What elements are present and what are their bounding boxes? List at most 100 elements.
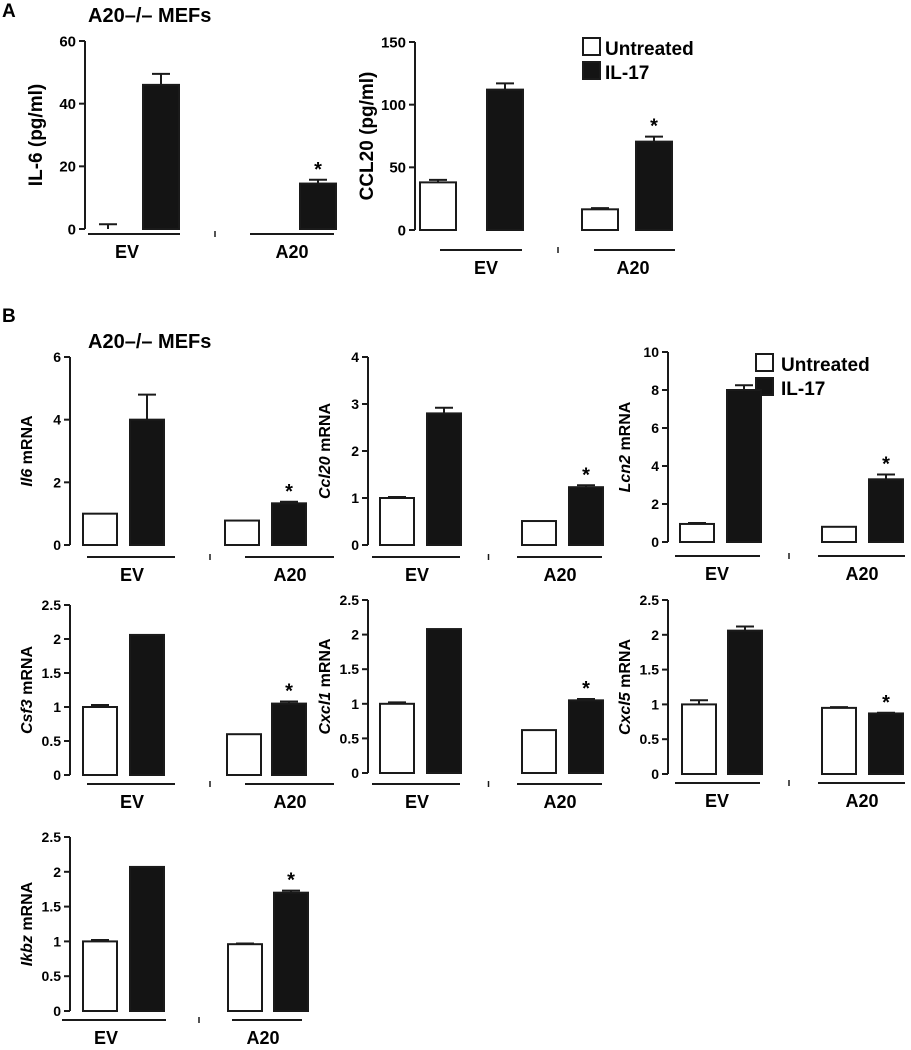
y-axis-label-unit: mRNA — [317, 638, 334, 692]
bar-il17 — [271, 502, 307, 546]
legend-swatch-il17 — [582, 61, 601, 80]
y-tick-label: 2 — [53, 631, 61, 647]
y-tick-label: 1.5 — [640, 662, 660, 678]
y-tick-label: 0.5 — [340, 730, 360, 746]
chart-4: 0 1 2 3 4 Ccl20 mRNA EV A20 * — [317, 349, 604, 585]
category-label: EV — [474, 258, 498, 278]
y-tick-label: 50 — [389, 160, 406, 177]
y-axis-label-unit: mRNA — [19, 646, 36, 700]
y-axis-label: Cxcl5 mRNA — [617, 639, 634, 735]
y-tick-label: 0.5 — [42, 968, 62, 984]
category-label: A20 — [273, 565, 306, 585]
y-tick-label: 0 — [53, 1003, 61, 1019]
y-tick-label: 2 — [351, 443, 359, 459]
y-tick-label: 60 — [59, 33, 76, 50]
y-axis-label: Cxcl1 mRNA — [317, 638, 334, 734]
y-tick-label: 1 — [53, 933, 61, 949]
y-tick-label: 6 — [651, 420, 659, 436]
bar-untreated — [224, 519, 260, 546]
category-label: A20 — [275, 242, 308, 262]
bar-untreated — [521, 729, 557, 775]
chart-5: 0 2 4 6 8 10 Lcn2 mRNA EV A20 * — [617, 344, 905, 584]
panel-a-title: A20–/– MEFs — [88, 5, 211, 27]
y-tick-label: 1 — [351, 696, 359, 712]
y-axis-label-unit: mRNA — [317, 403, 334, 457]
y-tick-label: 6 — [53, 349, 61, 365]
bar-untreated — [379, 702, 415, 774]
y-axis-label: CCL20 (pg/ml) — [357, 72, 378, 201]
y-axis-label-unit: mRNA — [617, 639, 634, 693]
bar-untreated — [821, 706, 857, 776]
y-tick-label: 8 — [651, 382, 659, 398]
y-axis-label-gene: Il6 — [19, 469, 36, 487]
significance-star: * — [582, 464, 590, 486]
category-label: EV — [405, 792, 429, 812]
y-tick-label: 0.5 — [42, 733, 62, 749]
y-tick-label: 0 — [53, 767, 61, 783]
panel-b-letter: B — [2, 306, 16, 327]
legend-label-il17: IL-17 — [605, 63, 649, 84]
y-tick-label: 100 — [381, 97, 406, 114]
bar-untreated — [821, 525, 857, 543]
category-label: A20 — [845, 564, 878, 584]
bar-il17 — [299, 182, 337, 230]
y-tick-label: 4 — [53, 412, 61, 428]
category-label: EV — [94, 1028, 118, 1048]
y-tick-label: 0 — [651, 766, 659, 782]
y-tick-label: 0 — [651, 534, 659, 550]
category-label: EV — [705, 791, 729, 811]
chart-3: 0 2 4 6 Il6 mRNA EV A20 * — [19, 349, 334, 585]
chart-2: 0 50 100 150 CCL20 (pg/ml) EV A20 * — [357, 34, 675, 278]
legend-swatch-untreated — [582, 37, 601, 56]
bar-il17 — [868, 478, 904, 543]
legend-label-untreated: Untreated — [781, 355, 870, 376]
bar-il17 — [635, 140, 673, 231]
bar-il17 — [868, 712, 904, 775]
chart-9: 0 0.5 1 1.5 2 2.5 Ikbz mRNA EV A20 * — [19, 829, 309, 1048]
y-axis-label-unit: mRNA — [19, 881, 36, 935]
chart-8: 0 0.5 1 1.5 2 2.5 Cxcl5 mRNA EV A20 * — [617, 592, 905, 811]
y-axis-label: Ikbz mRNA — [19, 881, 36, 966]
y-tick-label: 1.5 — [42, 665, 62, 681]
bar-untreated — [82, 706, 118, 776]
y-tick-label: 40 — [59, 96, 76, 113]
bar-il17 — [426, 628, 462, 775]
y-axis-label-gene: Cxcl1 — [317, 692, 334, 735]
bar-untreated — [581, 208, 619, 232]
y-tick-label: 1 — [351, 490, 359, 506]
significance-star: * — [882, 454, 890, 476]
bar-il17 — [129, 418, 165, 546]
y-axis-label: Csf3 mRNA — [19, 646, 36, 734]
y-tick-label: 4 — [651, 458, 659, 474]
bar-il17 — [426, 412, 462, 546]
y-tick-label: 4 — [351, 349, 359, 365]
y-tick-label: 0.5 — [640, 731, 660, 747]
bar-untreated — [227, 943, 263, 1013]
legend-panel-a: Untreated IL-17 — [582, 37, 694, 84]
y-tick-label: 2 — [53, 864, 61, 880]
bar-untreated — [379, 497, 415, 546]
legend-label-untreated: Untreated — [605, 39, 694, 60]
bar-il17 — [129, 633, 165, 776]
bar-untreated — [681, 703, 717, 776]
y-axis-label: IL-6 (pg/ml) — [26, 84, 47, 186]
significance-star: * — [314, 159, 322, 181]
y-tick-label: 1.5 — [42, 899, 62, 915]
y-axis-label-gene: Ccl20 — [317, 456, 334, 499]
y-axis-label-gene: Cxcl5 — [617, 691, 634, 735]
category-label: A20 — [616, 258, 649, 278]
category-label: EV — [120, 565, 144, 585]
bar-untreated — [82, 512, 118, 547]
bar-il17 — [271, 702, 307, 776]
y-axis-label-unit: mRNA — [19, 415, 36, 469]
bar-il17 — [726, 389, 762, 543]
y-axis-label-gene: Lcn2 — [617, 455, 634, 492]
y-axis-label: Lcn2 mRNA — [617, 401, 634, 492]
significance-star: * — [582, 678, 590, 700]
chart-6: 0 0.5 1 1.5 2 2.5 Csf3 mRNA EV A20 * — [19, 597, 334, 812]
y-tick-label: 0 — [53, 537, 61, 553]
category-label: A20 — [543, 565, 576, 585]
significance-star: * — [285, 681, 293, 703]
bar-untreated — [679, 522, 715, 544]
